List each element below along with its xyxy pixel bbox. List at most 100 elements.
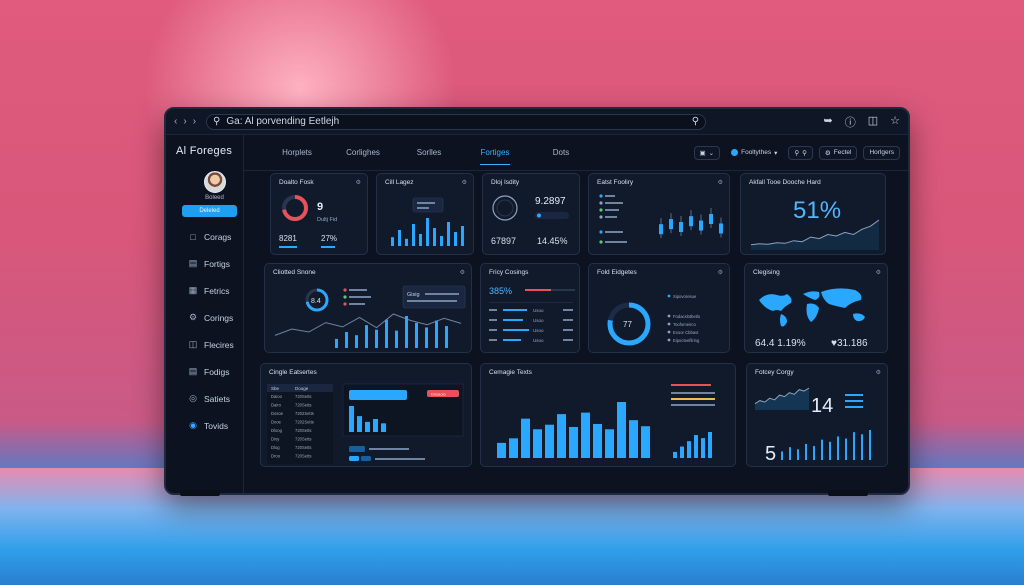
chart-bar [789,447,791,460]
gear-icon[interactable]: ⚙ [355,180,361,186]
tab-1[interactable]: Corlighes [346,147,380,157]
chevron-down-icon: ▾ [774,149,778,157]
ring-inner [496,199,514,217]
card-clegising[interactable]: Clegising ⚙ 64.4 1.19% ♥31.186 [744,263,888,353]
settings-icon: ⚙ [824,149,831,157]
lock-toggle[interactable]: ▣ ⌄ [693,145,721,160]
chart-line [754,387,810,405]
sidebar-item-2[interactable]: ▦ Fetrics [166,277,243,304]
tab-3[interactable]: Fortiges [462,135,528,171]
tooltip-box [412,197,444,213]
row-bar [503,339,521,341]
sidebar-item-7[interactable]: ◉ Tovids [166,412,243,439]
alert-label: Dosaolo [431,392,446,397]
forward-icon-2[interactable]: › [192,116,197,127]
chart-bar [781,451,783,460]
sidebar-item-5[interactable]: ▤ Fodigs [166,358,243,385]
sidebar-item-label: Fetrics [204,285,230,296]
table-cell: Dairo [271,403,282,408]
gauge-chart: 9 Dultj Fid 8281 27% [279,195,337,248]
popover-label: Gisig [407,292,420,298]
row-marker [489,339,497,341]
chart-bar [521,418,530,458]
info-icon[interactable]: ⓘ [844,116,856,129]
card-title: Fold Eidgetes [597,269,637,276]
table-header-bg [267,384,333,392]
sidebar-item-6[interactable]: ◎ Satiets [166,385,243,412]
chart-bar [391,237,394,246]
sidebar-item-label: Corings [204,312,234,323]
forward-icon[interactable]: › [183,116,187,127]
chart-bar [593,423,602,458]
card-dloj[interactable]: Dloj Isdity 9.2897 67897 14.45% [482,173,580,255]
candle-body [679,222,683,232]
gear-icon[interactable]: ⚙ [717,270,723,276]
address-bar[interactable]: ⚲ Ga: Al porvending Eetlejh ⚲ [206,113,707,130]
card-title: Dloj Isdity [491,179,520,186]
card-doalto[interactable]: Doalto Fosk ⚙ 9 Dultj Fid 8281 27% [270,173,368,255]
card-cingle[interactable]: Cingle Eatsertes Sbe Dooge Dosaolo Daioo… [260,363,472,467]
card-cemagie[interactable]: Cemagie Texts [480,363,736,467]
mini-button [349,456,359,461]
table-header: Sbe [271,386,280,391]
card-akfall[interactable]: Akfall Tooe Dooche Hard 51% [740,173,886,255]
filter-dropdown[interactable]: Fooltythes ▾ [726,146,782,160]
candle-body [669,219,673,230]
card-fotcey[interactable]: Fotcey Corgy ⚙ 14 5 [746,363,888,467]
card-cliotted[interactable]: Cliotted Snone ⚙ 8.4 Gisig [264,263,472,353]
gear-icon[interactable]: ⚙ [875,270,881,276]
gear-icon[interactable]: ⚙ [459,270,465,276]
gear-icon[interactable]: ⚙ [717,180,723,186]
legend-line [671,398,715,400]
chart-bar [845,438,847,460]
row-label: Usoo [533,318,544,323]
table-cell: 720Setts [295,437,312,442]
card-eatst[interactable]: Eatst Fooliry ⚙ [588,173,730,255]
sidebar-item-4[interactable]: ◫ Flecires [166,331,243,358]
share-icon[interactable]: ➥ [823,114,833,127]
tabs-icon[interactable]: ◫ [867,114,879,127]
legend-line [671,384,711,386]
avatar[interactable] [204,171,226,193]
table-cell: Dooe [271,420,282,425]
chart-bar [375,329,378,348]
mixed-chart: 14 5 [754,387,871,465]
continent-asia [821,288,862,308]
mini-button [361,456,371,461]
chart-bar [405,238,408,246]
search-button[interactable]: ⚲ ⚲ [788,145,813,160]
sidebar-item-3[interactable]: ⚙ Corings [166,304,243,331]
tab-4[interactable]: Dots [552,147,570,157]
donut-chart: 77 Sipovoresue Fodacslotbetlo Toofomeirc… [607,294,701,346]
sidebar-item-1[interactable]: ▤ Fortigs [166,250,243,277]
tooltip-line [417,202,435,204]
gauge-value: 8.4 [311,298,321,305]
tab-2[interactable]: Sorlles [416,147,442,157]
legend-dot [667,322,671,326]
toolbar-tools: ▣ ⌄ Fooltythes ▾ ⚲ ⚲ ⚙ Fectel Horlgers [693,145,909,160]
legend-dot [343,302,347,306]
sidebar-item-label: Fortigs [204,258,230,269]
legend-dot [599,194,603,198]
row-value [563,319,573,321]
ring-outline [492,195,518,221]
horlgers-button[interactable]: Horlgers [863,145,900,160]
sidebar-item-0[interactable]: □ Corags [166,223,243,250]
search-icon-right: ⚲ [691,116,700,127]
card-fricy[interactable]: Fricy Cosings 385% Usoo Usoo Usoo Usoo [480,263,580,353]
fectel-button[interactable]: ⚙ Fectel [818,145,858,160]
legend-line [605,241,627,243]
gear-icon[interactable]: ⚙ [875,370,881,376]
circle-icon: ◉ [189,420,197,430]
back-icon[interactable]: ‹ [174,116,178,127]
address-text: Ga: Al porvending Eetlejh [226,116,340,127]
gear-icon[interactable]: ⚙ [461,180,467,186]
chevron-down-icon: ⌄ [708,149,715,157]
card-fold[interactable]: Fold Eidgetes ⚙ 77 Sipovoresue Fodacslot… [588,263,730,353]
sidebar-active-pill[interactable]: Deleled [182,205,237,217]
legend-label: Sipovoresue [673,294,697,299]
tab-0[interactable]: Horplets [282,147,312,157]
bar-chart [391,197,464,246]
star-icon[interactable]: ☆ [890,114,900,127]
card-cill[interactable]: Cill Lagez ⚙ [376,173,474,255]
